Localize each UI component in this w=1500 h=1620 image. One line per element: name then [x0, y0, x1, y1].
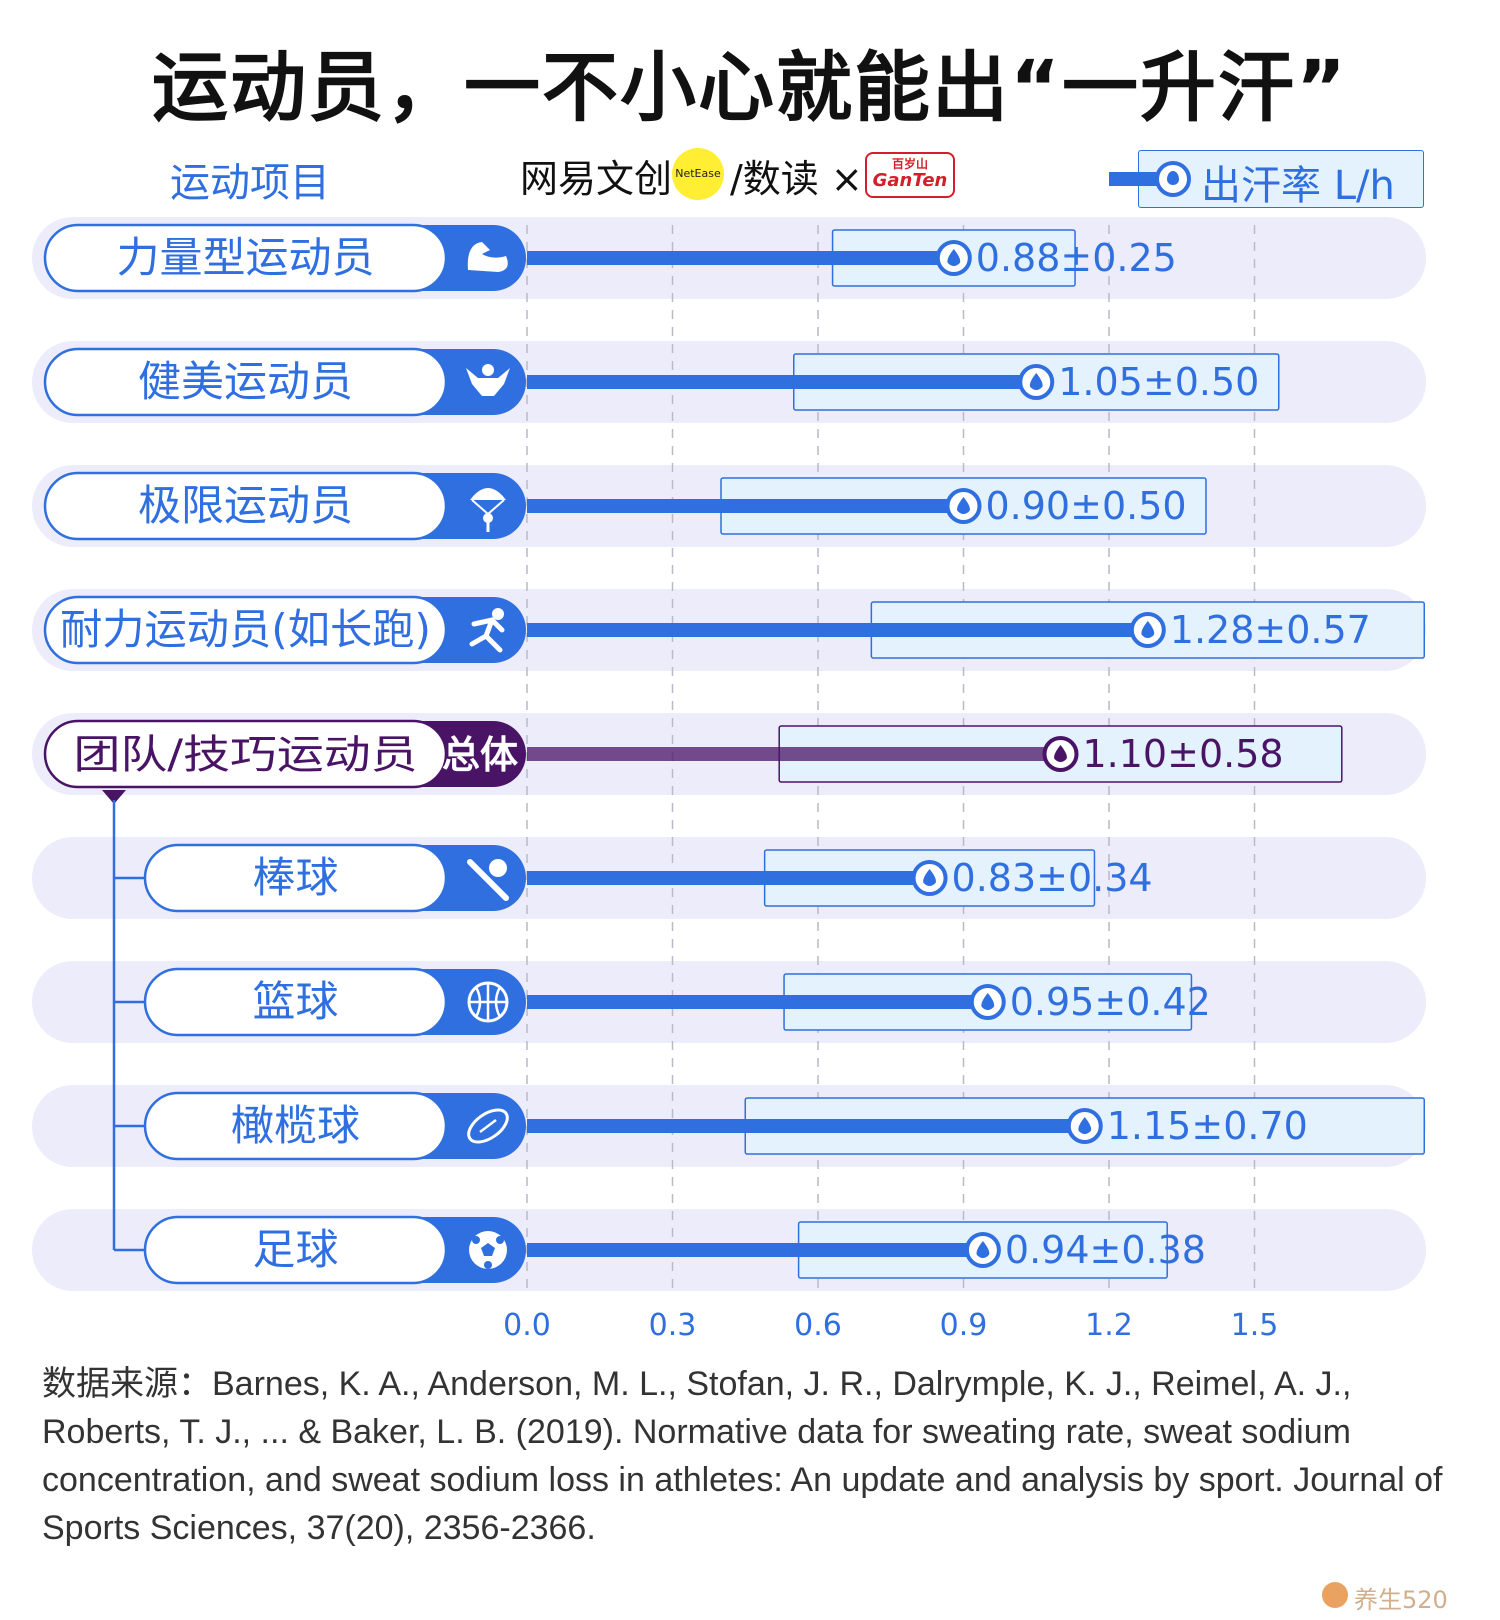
- x-tick-label: 0.3: [649, 1308, 697, 1340]
- category-icon-text: 总体: [442, 733, 518, 777]
- bodybuilder-icon: [482, 364, 494, 376]
- watermark-logo-icon: [1322, 1582, 1348, 1608]
- value-label: 0.83±0.34: [952, 856, 1153, 900]
- value-label: 1.05±0.50: [1058, 360, 1259, 404]
- bar: [527, 1243, 983, 1257]
- row-sub: 0.94±0.38 足球: [143, 1215, 1206, 1285]
- water-drop-icon: [947, 249, 961, 266]
- soccer-ball-patch: [472, 1236, 480, 1244]
- x-tick-label: 0.0: [503, 1308, 551, 1340]
- soccer-ball-patch: [496, 1236, 504, 1244]
- connector-arrow: [102, 790, 126, 804]
- category-pill: [43, 223, 448, 293]
- muscle-icon: [467, 242, 508, 272]
- x-tick-label: 0.6: [794, 1308, 842, 1340]
- soccer-ball-patch: [484, 1261, 492, 1269]
- water-drop-icon: [1029, 373, 1043, 390]
- row-main: 0.90±0.50 极限运动员: [43, 471, 1207, 541]
- water-drop-icon: [1054, 745, 1067, 762]
- legend: 出汗率 L/h: [1109, 150, 1424, 209]
- category-pill: [43, 595, 448, 665]
- watermark: 养生520: [1322, 1578, 1448, 1614]
- row-sub: 1.15±0.70 橄榄球: [143, 1091, 1425, 1161]
- x-tick-label: 1.5: [1231, 1308, 1279, 1340]
- row-main: 1.28±0.57 耐力运动员(如长跑): [43, 595, 1425, 665]
- legend-label: 出汗率 L/h: [1201, 163, 1395, 209]
- water-drop-icon: [1078, 1117, 1092, 1134]
- water-drop-icon: [976, 1241, 990, 1258]
- baseball-icon: [489, 859, 507, 877]
- category-pill: [43, 347, 448, 417]
- partner-logo: 百岁山 GanTen: [865, 152, 955, 198]
- x-tick-label: 1.2: [1085, 1308, 1133, 1340]
- partner-logo-top: 百岁山: [891, 157, 928, 171]
- brand-netease-dot: NetEase: [672, 148, 724, 200]
- category-pill: [143, 1215, 448, 1285]
- category-label: 团队/技巧运动员: [74, 732, 418, 778]
- partner-logo-bottom: GanTen: [872, 170, 948, 191]
- category-pill: [143, 967, 448, 1037]
- baseball-bat: [467, 859, 509, 901]
- water-drop-icon: [923, 869, 936, 886]
- category-label: 健美运动员: [138, 357, 353, 406]
- category-pill: [143, 843, 448, 913]
- category-label: 耐力运动员(如长跑): [60, 605, 431, 654]
- row-sub: 0.83±0.34 棒球: [143, 843, 1153, 913]
- basketball-lines: [469, 983, 507, 1021]
- value-label: 1.10±0.58: [1083, 732, 1284, 776]
- bodybuilder-body: [466, 368, 510, 396]
- category-label: 足球: [253, 1225, 339, 1274]
- legend-bar-swatch: [1109, 172, 1167, 186]
- runner-body: [469, 617, 505, 653]
- bar: [527, 747, 1061, 761]
- category-label: 棒球: [253, 853, 339, 902]
- bar: [527, 871, 930, 885]
- category-label: 橄榄球: [231, 1101, 360, 1150]
- value-label: 0.88±0.25: [976, 236, 1177, 280]
- water-drop-icon: [957, 497, 970, 514]
- value-label: 0.94±0.38: [1005, 1228, 1206, 1272]
- water-drop-icon: [1141, 621, 1155, 638]
- value-label: 0.95±0.42: [1010, 980, 1211, 1024]
- sweat-rate-chart: 0.0 0.3 0.6 0.9 1.2 1.5 0.88±0.25 力量型运动员 1.05±0.…: [32, 217, 1426, 1340]
- soccer-ball-patch: [481, 1243, 495, 1256]
- bar: [527, 623, 1148, 637]
- watermark-text: 养生520: [1354, 1586, 1448, 1614]
- value-label: 1.15±0.70: [1107, 1104, 1308, 1148]
- bar: [527, 1119, 1085, 1133]
- category-label: 篮球: [253, 977, 339, 1026]
- row-sub: 0.95±0.42 篮球: [143, 967, 1211, 1037]
- category-axis-label: 运动项目: [170, 160, 330, 206]
- runner-icon: [492, 608, 504, 620]
- chart-title: 运动员，一不小心就能出“一升汗”: [152, 43, 1348, 132]
- rugby-ball-seam: [479, 1119, 497, 1133]
- brand-shudu-text: /数读 ×: [730, 157, 863, 201]
- row-main: 0.88±0.25 力量型运动员: [43, 223, 1177, 293]
- category-pill: [43, 719, 448, 789]
- parachute-person: [483, 513, 493, 523]
- bar: [527, 251, 954, 265]
- category-label: 极限运动员: [138, 481, 353, 530]
- water-drop-icon: [1155, 161, 1191, 197]
- category-pill: [143, 1091, 448, 1161]
- bar: [527, 375, 1037, 389]
- parachute-icon: [470, 488, 506, 500]
- bar: [527, 499, 964, 513]
- bar: [527, 995, 988, 1009]
- data-source-note: 数据来源：Barnes, K. A., Anderson, M. L., Sto…: [42, 1365, 1443, 1547]
- category-pill: [43, 471, 448, 541]
- category-label: 力量型运动员: [117, 233, 375, 282]
- water-drop-icon: [981, 993, 995, 1010]
- row-main: 1.05±0.50 健美运动员: [43, 347, 1280, 417]
- rugby-ball-icon: [467, 1108, 509, 1144]
- x-tick-label: 0.9: [940, 1308, 988, 1340]
- brand-netease-text: 网易文创: [520, 157, 673, 201]
- value-label: 1.28±0.57: [1170, 608, 1371, 652]
- row-total: 1.10±0.58 团队/技巧运动员 总体: [43, 719, 1343, 789]
- value-label: 0.90±0.50: [986, 484, 1187, 528]
